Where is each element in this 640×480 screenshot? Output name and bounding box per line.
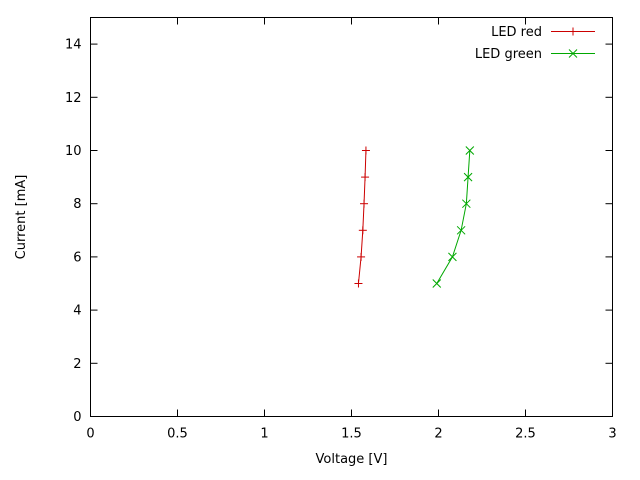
x-axis-title: Voltage [V] <box>316 452 388 467</box>
series-line <box>357 150 367 284</box>
series-led-red <box>354 146 370 288</box>
y-tick-label: 0 <box>73 410 81 425</box>
x-tick-label: 3 <box>608 427 616 442</box>
marker-cross <box>456 225 466 235</box>
x-tick-label: 1.5 <box>341 427 362 442</box>
marker-cross <box>465 146 475 155</box>
y-tick-label: 2 <box>73 357 81 372</box>
marker-cross <box>463 172 473 182</box>
y-axis-title: Current [mA] <box>14 175 29 260</box>
marker-cross <box>568 49 578 58</box>
x-tick-label: 2.5 <box>515 427 536 442</box>
plot-border <box>90 17 613 417</box>
y-tick-label: 14 <box>65 38 82 53</box>
y-tick-label: 4 <box>73 304 81 319</box>
legend-label: LED red <box>491 25 542 40</box>
y-tick-label: 6 <box>73 250 81 265</box>
marker-cross <box>432 279 442 288</box>
series-led-green <box>432 146 475 288</box>
x-tick-label: 2 <box>434 427 442 442</box>
y-tick-label: 12 <box>65 91 82 106</box>
y-tick-label: 10 <box>65 144 82 159</box>
marker-cross <box>448 252 457 262</box>
x-tick-label: 0 <box>86 427 94 442</box>
legend: LED red LED green <box>475 25 595 62</box>
y-tick-label: 8 <box>73 197 81 212</box>
x-tick-label: 1 <box>260 427 268 442</box>
marker-cross <box>461 199 471 209</box>
x-tick-label: 0.5 <box>167 427 188 442</box>
series-line <box>436 150 471 284</box>
legend-label: LED green <box>475 47 542 62</box>
